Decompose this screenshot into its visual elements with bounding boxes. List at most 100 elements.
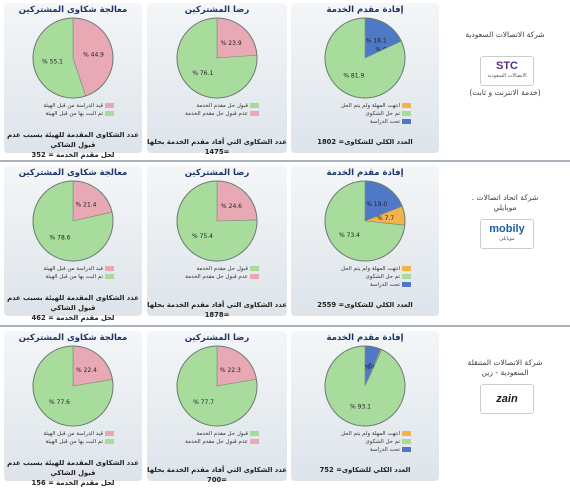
service-panel: إفادة مقدم الخدمة % 6.4% 0.5% 93.1 انتهت ا…: [291, 331, 439, 481]
legend-item: تم حل الشكوى: [341, 438, 411, 446]
company-row: معالجة شكاوى المشتركين % 44.9 % 55.1 قيد ال…: [0, 0, 570, 159]
logo-text: STC: [496, 60, 518, 72]
processing-panel: معالجة شكاوى المشتركين % 22.4 % 77.6 قيد ال…: [4, 331, 142, 487]
legend-swatch: [105, 111, 114, 116]
pie-chart: % 22.4 % 77.6: [32, 345, 114, 427]
satisfaction-panel: رضا المشتركين % 22.3 % 77.7 قبول حل مقدم ال…: [147, 331, 287, 484]
slice-label: % 77.6: [49, 399, 70, 406]
chart-legend: انتهت المهلة ولم يتم الحل تم حل الشكوى تحت…: [341, 430, 411, 454]
pie-slice: [72, 345, 113, 387]
slice-label: % 77.7: [193, 399, 214, 406]
legend-swatch: [250, 103, 259, 108]
chart-footer: عدد الشكاوى التي أفاد مقدم الخدمة بحلها …: [147, 465, 287, 485]
legend-swatch: [105, 439, 114, 444]
company-name: شركة اتحاد اتصالات . موبايلي: [444, 193, 566, 213]
pie-chart: % 21.4 % 78.6: [32, 180, 114, 262]
slice-label: % 22.3: [220, 367, 241, 374]
legend-item: قبول حل مقدم الخدمة: [185, 102, 259, 110]
footer-line: عدد الشكاوى التي أفاد مقدم الخدمة بحلها …: [147, 466, 287, 484]
chart-title: رضا المشتركين: [184, 168, 250, 178]
chart-footer: عدد الشكاوى المقدمة للهيئة بسبب عدم قبول…: [4, 293, 142, 323]
legend-label: تم حل الشكوى: [365, 274, 400, 280]
logo-subtext: الاتصالات السعودية: [487, 73, 527, 79]
company-row: معالجة شكاوى المشتركين % 21.4 % 78.6 قيد ال…: [0, 163, 570, 322]
legend-swatch: [250, 266, 259, 271]
legend-item: تحت الدراسة: [341, 118, 411, 126]
pie-outline: [32, 180, 114, 262]
footer-line: العدد الكلي للشكاوى= 2559: [317, 301, 413, 309]
slice-label: % 75.4: [192, 233, 213, 240]
footer-line: عدد الشكاوى المقدمة للهيئة بسبب عدم قبول…: [7, 294, 139, 312]
company-service-type: (خدمة الانترنت و ثابت): [469, 88, 541, 97]
legend-label: تم البت بها من قبل الهيئة: [45, 439, 103, 445]
legend-label: عدم قبول حل مقدم الخدمة: [185, 274, 248, 280]
chart-footer: عدد الشكاوى التي أفاد مقدم الخدمة بحلها …: [147, 137, 287, 157]
legend-swatch: [105, 431, 114, 436]
legend-swatch: [402, 439, 411, 444]
slice-label: % 73.4: [339, 232, 360, 239]
legend-swatch: [402, 119, 411, 124]
pie-outline: [324, 180, 406, 262]
pie-outline: [32, 345, 114, 427]
legend-label: قبول حل مقدم الخدمة: [196, 266, 249, 272]
logo-text: zain: [496, 393, 518, 405]
legend-swatch: [402, 431, 411, 436]
chart-title: إفادة مقدم الخدمة: [326, 5, 404, 15]
slice-label: % 24.6: [221, 203, 242, 210]
company-name: شركة الاتصالات المتنقلة السعودية - زين: [444, 358, 566, 378]
slice-label: % 78.6: [50, 234, 71, 241]
company-name: شركة الاتصالات السعودية: [444, 30, 566, 40]
chart-title: إفادة مقدم الخدمة: [326, 168, 404, 178]
legend-swatch: [402, 274, 411, 279]
company-info: شركة اتحاد اتصالات . موبايلي mobily موبايلي: [444, 163, 566, 321]
legend-label: انتهت المهلة ولم يتم الحل: [340, 266, 400, 272]
chart-footer: العدد الكلي للشكاوى= 1802: [291, 137, 439, 147]
legend-label: عدم قبول حل مقدم الخدمة: [185, 111, 248, 117]
footer-line: العدد الكلي للشكاوى= 1802: [317, 138, 413, 146]
chart-legend: قبول حل مقدم الخدمة عدم قبول حل مقدم الخد…: [185, 430, 259, 446]
chart-legend: انتهت المهلة ولم يتم الحل تم حل الشكوى تحت…: [341, 102, 411, 126]
legend-label: تحت الدراسة: [369, 282, 400, 288]
legend-label: قبول حل مقدم الخدمة: [196, 103, 249, 109]
processing-panel: معالجة شكاوى المشتركين % 21.4 % 78.6 قيد ال…: [4, 166, 142, 322]
footer-line: العدد الكلي للشكاوى= 752: [319, 466, 411, 474]
legend-swatch: [105, 103, 114, 108]
slice-label: % 44.9: [83, 52, 104, 59]
legend-label: تم البت بها من قبل الهيئة: [45, 111, 103, 117]
chart-title: معالجة شكاوى المشتركين: [18, 333, 128, 343]
pie-chart: % 6.4% 0.5% 93.1: [324, 345, 406, 427]
pie-outline: [176, 17, 258, 99]
footer-line: عدد الشكاوى المقدمة للهيئة بسبب عدم قبول…: [7, 459, 139, 477]
legend-item: تم حل الشكوى: [341, 110, 411, 118]
legend-item: قيد الدراسة من قبل الهيئة: [43, 430, 114, 438]
legend-item: عدم قبول حل مقدم الخدمة: [185, 110, 259, 118]
slice-label: % 93.1: [350, 403, 371, 410]
chart-title: معالجة شكاوى المشتركين: [18, 168, 128, 178]
footer-line: لحل مقدم الخدمة = 352: [31, 151, 115, 159]
chart-footer: عدد الشكاوى التي أفاد مقدم الخدمة بحلها …: [147, 300, 287, 320]
legend-swatch: [105, 266, 114, 271]
footer-line: لحل مقدم الخدمة = 156: [31, 479, 115, 487]
chart-title: رضا المشتركين: [184, 333, 250, 343]
pie-chart: % 22.3 % 77.7: [176, 345, 258, 427]
legend-swatch: [402, 282, 411, 287]
processing-panel: معالجة شكاوى المشتركين % 44.9 % 55.1 قيد ال…: [4, 3, 142, 159]
mobily-logo: mobily موبايلي: [480, 219, 534, 249]
legend-item: تحت الدراسة: [341, 446, 411, 454]
legend-label: انتهت المهلة ولم يتم الحل: [340, 103, 400, 109]
company-name-line: السعودية - زين: [481, 368, 529, 377]
footer-line: لحل مقدم الخدمة = 462: [31, 314, 115, 322]
slice-label: % 22.4: [76, 367, 97, 374]
footer-line: عدد الشكاوى التي أفاد مقدم الخدمة بحلها …: [147, 301, 287, 319]
legend-item: عدم قبول حل مقدم الخدمة: [185, 273, 259, 281]
pie-outline: [324, 345, 406, 427]
legend-swatch: [250, 274, 259, 279]
legend-swatch: [402, 447, 411, 452]
legend-item: تحت الدراسة: [341, 281, 411, 289]
slice-label: % 6.4: [361, 363, 378, 370]
pie-chart: % 44.9 % 55.1: [32, 17, 114, 99]
company-name-line: شركة الاتصالات السعودية: [465, 30, 545, 39]
legend-swatch: [250, 439, 259, 444]
chart-legend: قيد الدراسة من قبل الهيئة تم البت بها من …: [43, 265, 114, 281]
legend-item: تم البت بها من قبل الهيئة: [43, 273, 114, 281]
